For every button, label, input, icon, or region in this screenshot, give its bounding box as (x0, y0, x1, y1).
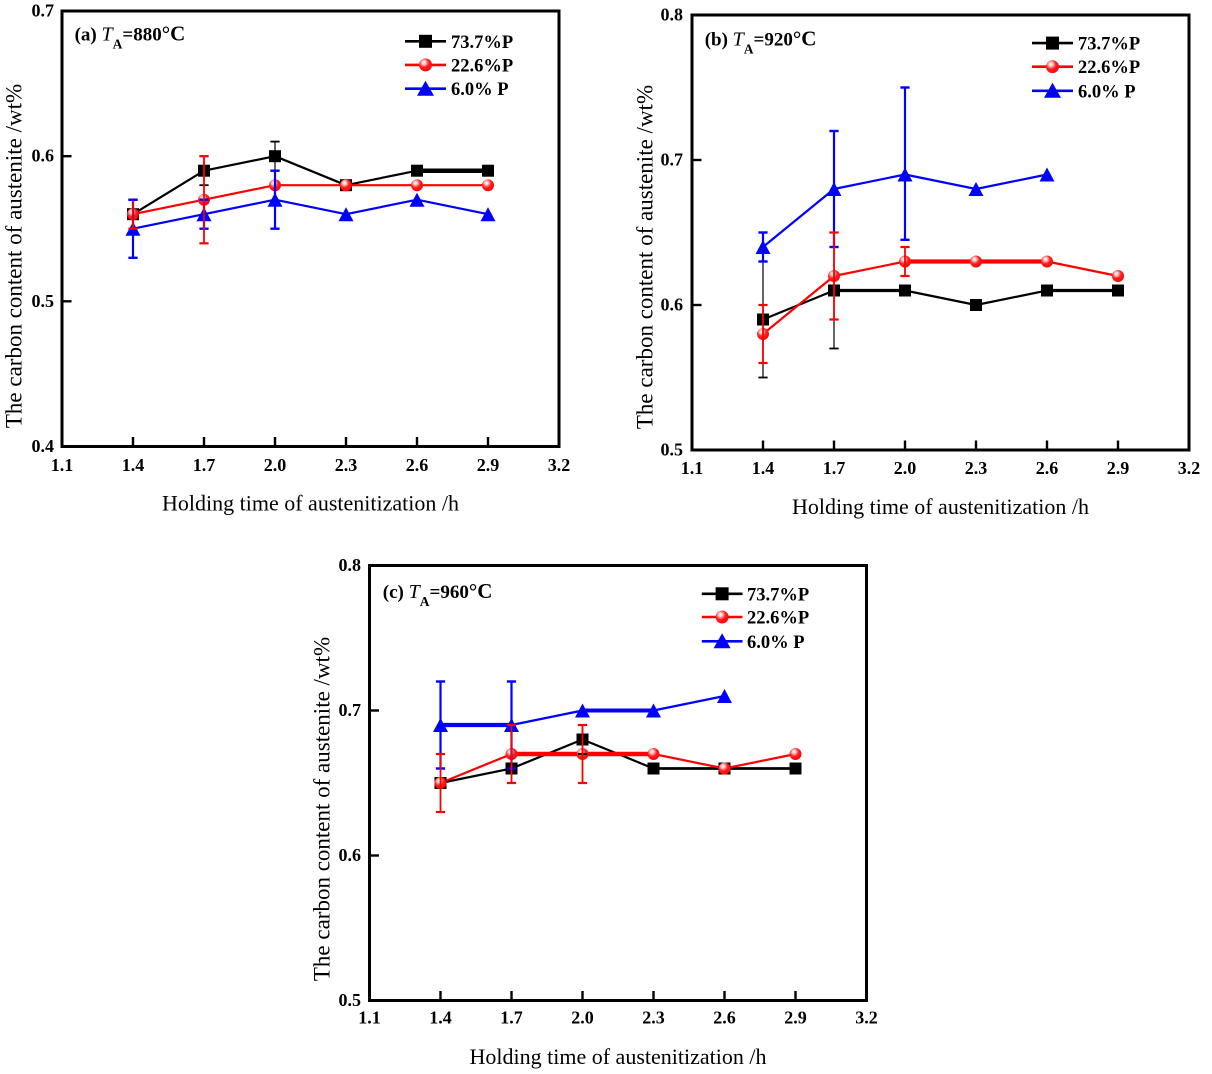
svg-text:2.0: 2.0 (894, 458, 917, 478)
svg-text:22.6%P: 22.6%P (1078, 58, 1140, 78)
svg-text:Holding time of austenitizatio: Holding time of austenitization /h (792, 494, 1089, 519)
svg-text:22.6%P: 22.6%P (451, 56, 513, 76)
svg-text:2.3: 2.3 (642, 1008, 665, 1028)
svg-text:2.0: 2.0 (571, 1008, 594, 1028)
svg-text:3.2: 3.2 (548, 455, 571, 475)
svg-text:2.3: 2.3 (335, 455, 358, 475)
svg-text:3.2: 3.2 (855, 1008, 878, 1028)
svg-text:0.5: 0.5 (661, 440, 684, 460)
svg-text:0.5: 0.5 (339, 990, 362, 1010)
svg-text:0.7: 0.7 (661, 150, 684, 170)
svg-text:2.3: 2.3 (965, 458, 988, 478)
svg-text:2.6: 2.6 (406, 455, 429, 475)
svg-text:1.4: 1.4 (122, 455, 145, 475)
svg-text:1.4: 1.4 (752, 458, 775, 478)
svg-text:The carbon content of austenit: The carbon content of austenite /wt% (633, 85, 658, 429)
svg-text:1.7: 1.7 (823, 458, 846, 478)
svg-text:The carbon content of austenit: The carbon content of austenite /wt% (2, 84, 27, 428)
svg-text:0.4: 0.4 (32, 436, 55, 456)
svg-text:1.1: 1.1 (681, 458, 704, 478)
svg-text:2.6: 2.6 (1036, 458, 1059, 478)
svg-text:0.5: 0.5 (32, 291, 55, 311)
svg-text:0.6: 0.6 (32, 146, 55, 166)
svg-text:Holding time of austenitizatio: Holding time of austenitization /h (162, 490, 459, 515)
svg-text:1.1: 1.1 (51, 455, 74, 475)
svg-text:2.9: 2.9 (477, 455, 500, 475)
svg-text:Holding time of austenitizatio: Holding time of austenitization /h (470, 1044, 767, 1069)
svg-text:0.8: 0.8 (661, 5, 684, 25)
svg-text:22.6%P: 22.6%P (747, 609, 809, 629)
svg-text:73.7%P: 73.7%P (1078, 35, 1140, 55)
svg-text:2.9: 2.9 (1107, 458, 1130, 478)
svg-text:1.1: 1.1 (358, 1008, 381, 1028)
svg-text:6.0% P: 6.0% P (747, 633, 805, 653)
svg-text:0.7: 0.7 (32, 1, 55, 21)
svg-text:6.0% P: 6.0% P (1078, 82, 1136, 102)
svg-text:2.9: 2.9 (784, 1008, 807, 1028)
svg-text:2.0: 2.0 (264, 455, 287, 475)
svg-text:3.2: 3.2 (1178, 458, 1201, 478)
svg-text:73.7%P: 73.7%P (747, 585, 809, 605)
svg-text:0.6: 0.6 (339, 845, 362, 865)
svg-text:0.6: 0.6 (661, 295, 684, 315)
svg-text:1.7: 1.7 (500, 1008, 523, 1028)
svg-text:1.7: 1.7 (193, 455, 216, 475)
svg-text:0.7: 0.7 (339, 700, 362, 720)
svg-text:0.8: 0.8 (339, 555, 362, 575)
svg-text:2.6: 2.6 (713, 1008, 736, 1028)
svg-text:The carbon content of austenit: The carbon content of austenite /wt% (310, 637, 335, 981)
svg-text:6.0% P: 6.0% P (451, 80, 509, 100)
svg-text:1.4: 1.4 (429, 1008, 452, 1028)
svg-text:73.7%P: 73.7%P (451, 33, 513, 53)
